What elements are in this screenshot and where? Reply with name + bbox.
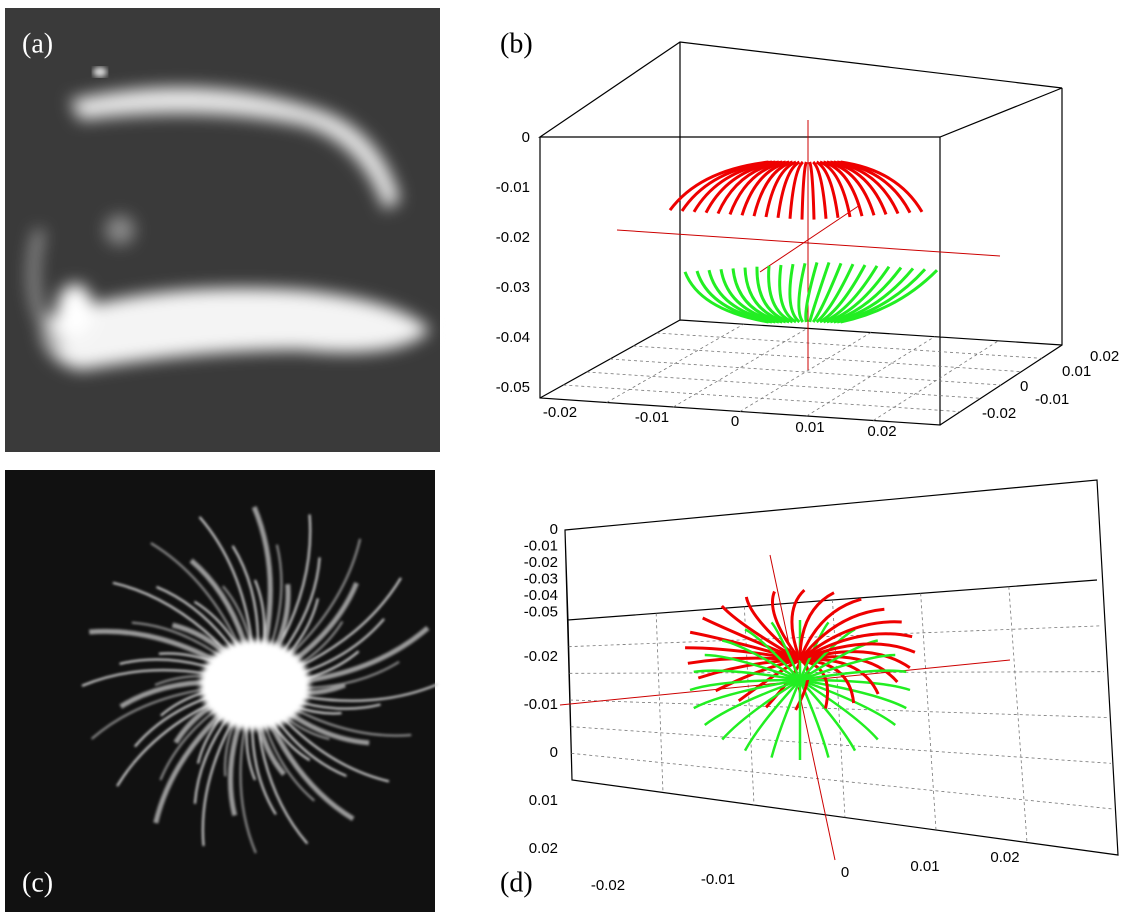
tick-label: 0.02 [529, 840, 558, 857]
grid-line [571, 727, 1111, 764]
tick-label: 0.02 [867, 423, 896, 440]
grid-line [657, 333, 1042, 358]
tick-label: 0.01 [795, 419, 824, 436]
tick-label: -0.01 [701, 871, 735, 888]
grid-line [610, 359, 1001, 385]
tick-label: -0.04 [496, 329, 530, 346]
plot-d: (d) [500, 480, 1118, 898]
trajectory [790, 264, 800, 322]
tick-label: 0 [522, 129, 530, 146]
tick-label: 0.01 [529, 792, 558, 809]
grid-line [607, 324, 744, 402]
tick-label: 0 [550, 744, 558, 761]
tick-label: 0.01 [1062, 363, 1091, 380]
grid-line [807, 337, 935, 416]
tick-label: -0.02 [524, 554, 558, 571]
tick-label: -0.02 [982, 405, 1016, 422]
tick-label: 0 [1020, 378, 1028, 395]
tick-label: 0.02 [990, 849, 1019, 866]
tick-label: -0.01 [496, 179, 530, 196]
tick-label: -0.02 [496, 229, 530, 246]
trajectory [778, 162, 799, 218]
trajectory [810, 162, 814, 220]
trajectory [772, 680, 800, 758]
tick-label: -0.02 [524, 648, 558, 665]
grid-line [633, 346, 1021, 372]
photo-a: (a) [5, 8, 440, 452]
grid-line [673, 328, 807, 407]
tick-label: -0.01 [635, 409, 669, 426]
tick-label: -0.01 [1035, 391, 1069, 408]
panel-label: (a) [22, 28, 53, 59]
plot-b: (b) [500, 28, 1062, 425]
tick-label: 0.02 [1090, 348, 1119, 365]
tick-label: 0 [550, 521, 558, 538]
tick-label: -0.05 [524, 603, 558, 620]
grid-line [1009, 587, 1027, 843]
tick-label: -0.02 [543, 404, 577, 421]
panel-label: (c) [22, 867, 53, 898]
trajectory [799, 263, 805, 322]
tick-label: -0.05 [496, 379, 530, 396]
tick-label: 0.01 [910, 858, 939, 875]
photo-c: (c) [5, 470, 438, 912]
panel-label: (d) [500, 867, 533, 898]
tick-label: -0.03 [524, 570, 558, 587]
tick-label: -0.01 [524, 696, 558, 713]
trajectory [802, 162, 806, 220]
tick-label: 0 [841, 864, 849, 881]
tick-label: 0 [731, 413, 739, 430]
trajectory [817, 162, 838, 218]
grid-line [740, 333, 871, 412]
tick-label: -0.02 [591, 877, 625, 894]
figure: (a) (c) (b) (d) 0-0.01-0.02-0.03-0.04-0.… [0, 0, 1132, 912]
panel-label: (b) [500, 28, 533, 59]
tick-label: -0.01 [524, 537, 558, 554]
grid-line [873, 341, 998, 421]
tick-label: -0.03 [496, 279, 530, 296]
tick-label: -0.04 [524, 587, 558, 604]
grid-line [921, 593, 936, 830]
